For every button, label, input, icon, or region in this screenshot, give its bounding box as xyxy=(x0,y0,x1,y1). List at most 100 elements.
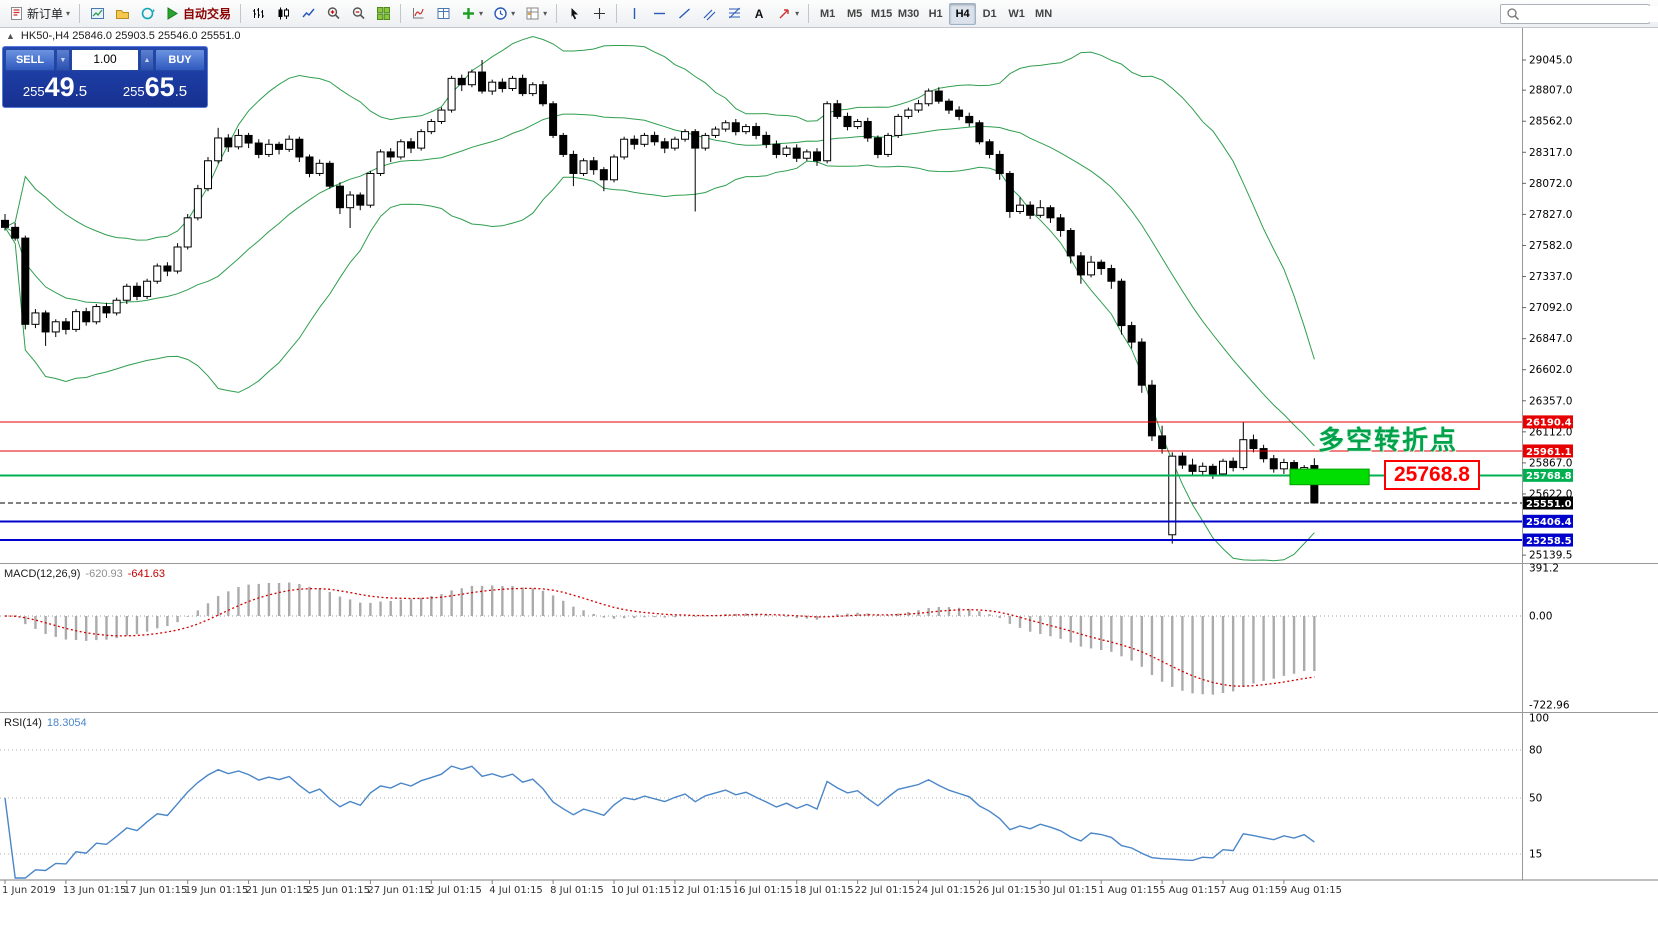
timeframe-m15[interactable]: M15 xyxy=(868,3,895,25)
svg-text:25768.8: 25768.8 xyxy=(1526,471,1572,482)
autotrading-button[interactable]: 自动交易 xyxy=(160,2,235,26)
toolbar-separator xyxy=(616,4,618,23)
svg-text:0.00: 0.00 xyxy=(1529,611,1552,623)
timeframe-m5[interactable]: M5 xyxy=(841,3,868,25)
data-window-button[interactable] xyxy=(431,2,455,26)
highlight-box[interactable] xyxy=(1289,468,1370,486)
svg-text:13 Jun 01:15: 13 Jun 01:15 xyxy=(63,885,127,896)
svg-text:10 Jul 01:15: 10 Jul 01:15 xyxy=(611,885,671,896)
svg-text:28562.0: 28562.0 xyxy=(1529,116,1572,128)
crosshair-button[interactable] xyxy=(587,2,611,26)
svg-text:25 Jun 01:15: 25 Jun 01:15 xyxy=(307,885,371,896)
equidistant-channel-button[interactable] xyxy=(697,2,721,26)
timeframe-h1[interactable]: H1 xyxy=(922,3,949,25)
templates-icon xyxy=(524,6,540,22)
new-order-button[interactable]: 新订单 ▾ xyxy=(4,2,74,26)
search-input[interactable] xyxy=(1524,5,1658,22)
new-order-caret[interactable]: ▾ xyxy=(66,8,71,18)
toolbar-separator xyxy=(808,4,810,23)
timeframe-h4[interactable]: H4 xyxy=(949,2,977,25)
add-indicator-caret[interactable]: ▾ xyxy=(479,8,484,18)
chart-window: 29045.0 28807.0 28562.0 28317.0 28072.0 27827… xyxy=(0,28,1658,950)
svg-text:22 Jul 01:15: 22 Jul 01:15 xyxy=(855,885,915,896)
bollinger-bands xyxy=(4,35,1315,562)
fibonacci-button[interactable] xyxy=(722,2,746,26)
vertical-line-button[interactable] xyxy=(622,2,646,26)
trendline-button[interactable] xyxy=(672,2,696,26)
one-click-prices: 255 49.5 255 65.5 xyxy=(5,71,205,107)
zoom-in-button[interactable] xyxy=(321,2,345,26)
volume-input[interactable]: 1.00 xyxy=(71,49,139,71)
svg-text:19 Jun 01:15: 19 Jun 01:15 xyxy=(185,885,249,896)
svg-text:16 Jul 01:15: 16 Jul 01:15 xyxy=(733,885,793,896)
text-tool-button[interactable]: A xyxy=(747,2,771,26)
cursor-icon xyxy=(566,6,582,22)
candlesticks xyxy=(1,60,1319,544)
annotation-text[interactable]: 多空转折点 xyxy=(1318,425,1459,455)
periods-caret[interactable]: ▾ xyxy=(511,8,516,18)
svg-text:26190.4: 26190.4 xyxy=(1526,418,1572,429)
timeframe-m1[interactable]: M1 xyxy=(814,3,841,25)
line-chart-button[interactable] xyxy=(296,2,320,26)
timeframe-d1[interactable]: D1 xyxy=(976,3,1003,25)
svg-text:25551.0: 25551.0 xyxy=(1526,499,1572,510)
toolbar-separator xyxy=(556,4,558,23)
templates-button[interactable]: ▾ xyxy=(520,2,551,26)
horizontal-line-button[interactable] xyxy=(647,2,671,26)
profiles-icon xyxy=(114,6,130,22)
tile-windows-button[interactable] xyxy=(371,2,395,26)
svg-text:50: 50 xyxy=(1529,793,1542,805)
svg-text:27092.0: 27092.0 xyxy=(1529,302,1572,314)
chart-canvas[interactable]: 29045.0 28807.0 28562.0 28317.0 28072.0 27827… xyxy=(0,28,1658,950)
price-callout[interactable]: 25768.8 xyxy=(1384,460,1480,490)
arrows-button[interactable]: ▾ xyxy=(772,2,803,26)
svg-text:26847.0: 26847.0 xyxy=(1529,333,1572,345)
periods-button[interactable]: ▾ xyxy=(488,2,519,26)
equidistant-channel-icon xyxy=(701,6,717,22)
svg-text:1 Aug 01:15: 1 Aug 01:15 xyxy=(1098,885,1159,896)
one-click-trading-panel: SELL ▼ 1.00 ▲ BUY 255 49.5 255 65.5 xyxy=(2,46,208,108)
svg-text:25139.5: 25139.5 xyxy=(1529,550,1572,562)
price-tag xyxy=(1523,444,1573,458)
svg-text:26357.0: 26357.0 xyxy=(1529,395,1572,407)
svg-text:27582.0: 27582.0 xyxy=(1529,240,1572,252)
arrows-caret[interactable]: ▾ xyxy=(795,8,800,18)
tile-windows-icon xyxy=(375,6,391,22)
cursor-button[interactable] xyxy=(562,2,586,26)
profiles-button[interactable] xyxy=(110,2,134,26)
svg-text:25258.5: 25258.5 xyxy=(1526,536,1572,547)
svg-text:27827.0: 27827.0 xyxy=(1529,209,1572,221)
svg-text:18 Jul 01:15: 18 Jul 01:15 xyxy=(794,885,854,896)
fibonacci-icon xyxy=(726,6,742,22)
svg-text:8 Jul 01:15: 8 Jul 01:15 xyxy=(550,885,604,896)
volume-down-button[interactable]: ▼ xyxy=(56,49,70,71)
vertical-line-icon xyxy=(626,6,642,22)
autotrading-label: 自动交易 xyxy=(183,7,232,21)
zoom-out-button[interactable] xyxy=(346,2,370,26)
timeframe-w1[interactable]: W1 xyxy=(1003,3,1030,25)
rsi-indicator-label: RSI(14) 18.3054 xyxy=(4,717,87,729)
price-axis[interactable]: 29045.0 28807.0 28562.0 28317.0 28072.0 27827… xyxy=(1522,55,1573,861)
volume-up-button[interactable]: ▲ xyxy=(140,49,154,71)
buy-button[interactable]: BUY xyxy=(155,49,205,71)
zoom-in-icon xyxy=(325,6,341,22)
arrows-icon xyxy=(776,6,792,22)
refresh-button[interactable] xyxy=(135,2,159,26)
bar-chart-button[interactable] xyxy=(246,2,270,26)
timeframe-m30[interactable]: M30 xyxy=(895,3,922,25)
new-chart-button[interactable] xyxy=(85,2,109,26)
timeframe-mn[interactable]: MN xyxy=(1030,3,1057,25)
candlestick-chart-button[interactable] xyxy=(271,2,295,26)
zoom-out-icon xyxy=(350,6,366,22)
add-indicator-button[interactable]: ▾ xyxy=(456,2,487,26)
periods-icon xyxy=(492,6,508,22)
price-level-lines[interactable] xyxy=(0,421,1522,542)
search-box xyxy=(1500,3,1658,24)
sell-button[interactable]: SELL xyxy=(5,49,55,71)
indicators-button[interactable] xyxy=(406,2,430,26)
templates-caret[interactable]: ▾ xyxy=(543,8,548,18)
svg-text:2 Jul 01:15: 2 Jul 01:15 xyxy=(428,885,482,896)
svg-text:7 Aug 01:15: 7 Aug 01:15 xyxy=(1220,885,1281,896)
svg-text:4 Jul 01:15: 4 Jul 01:15 xyxy=(489,885,543,896)
